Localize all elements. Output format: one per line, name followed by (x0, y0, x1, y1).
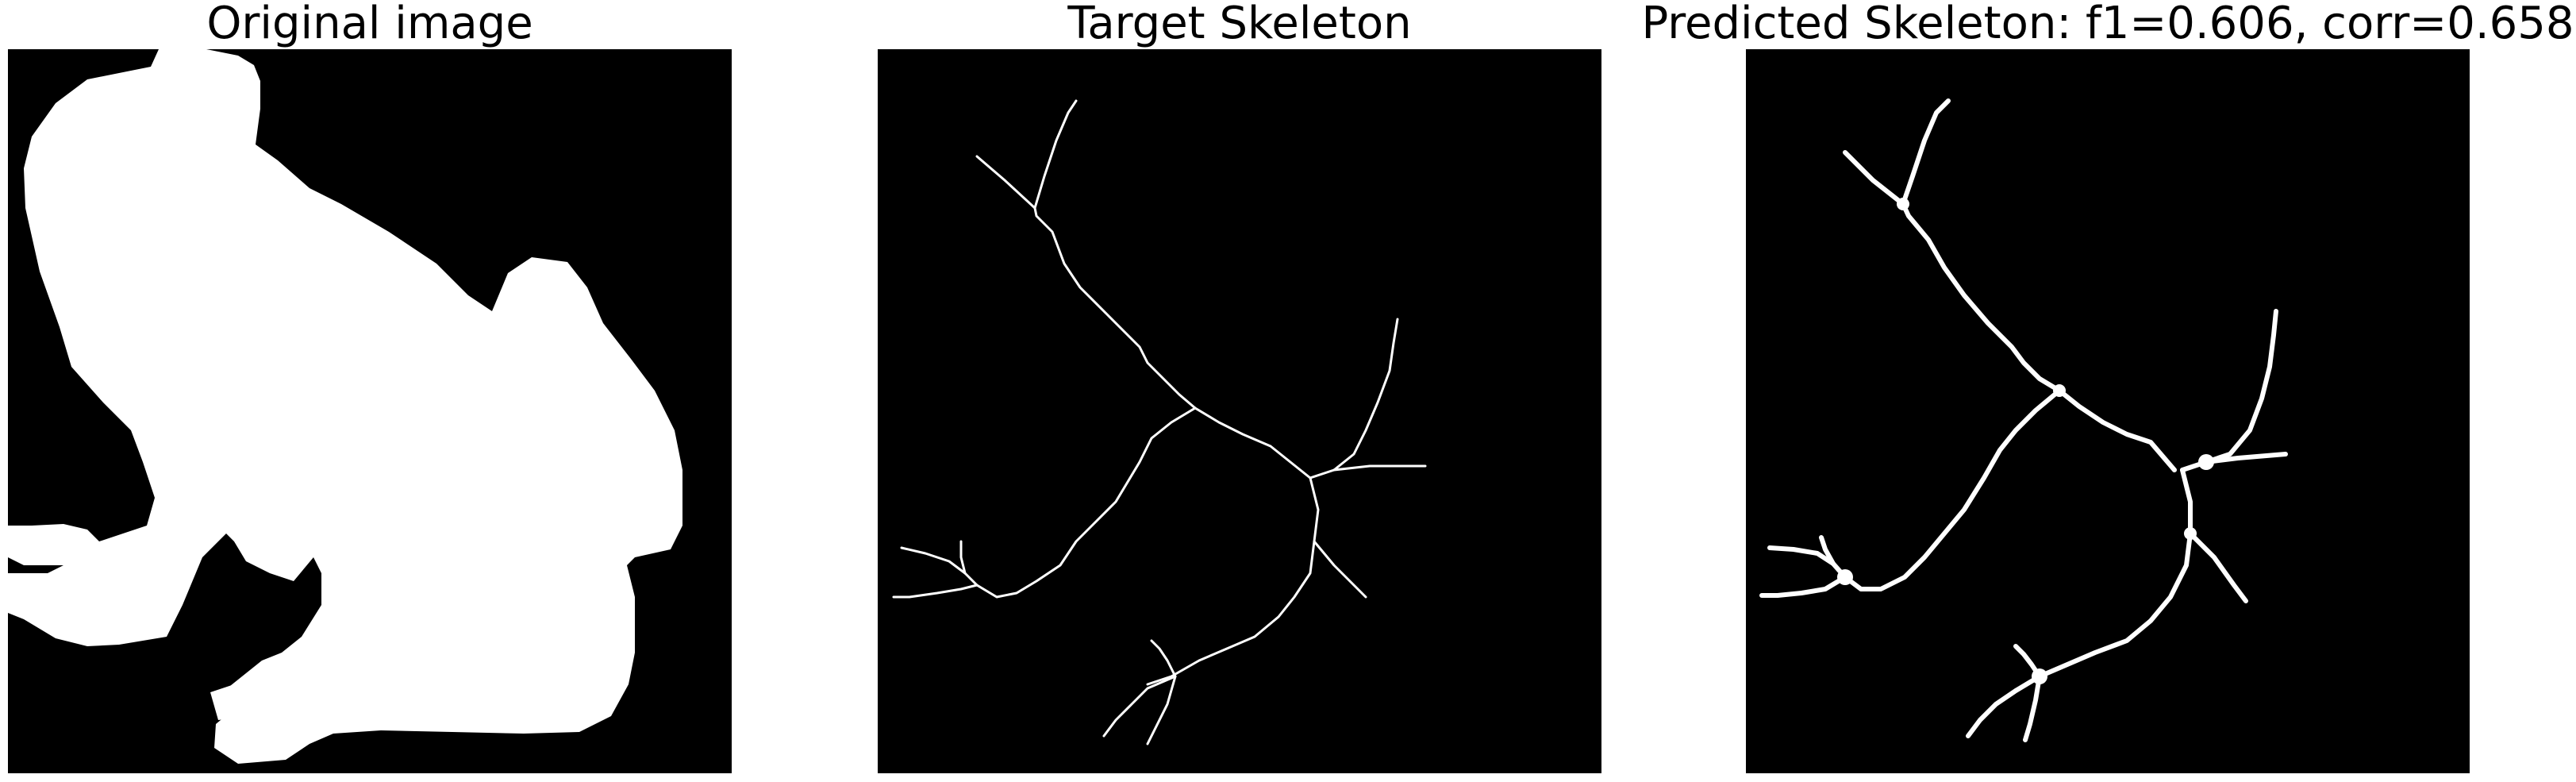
target-branch-left-stub (959, 540, 967, 575)
predicted-branch-left (1843, 388, 2062, 591)
predicted-branch-bottom (2023, 674, 2042, 742)
target-branch-left (975, 406, 1197, 599)
predicted-junction-right (2198, 454, 2214, 470)
target-branch-left-fork (900, 546, 978, 587)
predicted-branch-right-down (2188, 531, 2248, 603)
target-branch-right-mid (1332, 464, 1427, 472)
target-branch-right-down (1313, 540, 1367, 599)
predicted-junction-left (1837, 569, 1853, 585)
panel-title-predicted: Predicted Skeleton: f1=0.606, corr=0.658 (1641, 0, 2574, 49)
target-branch-bottom-left (1102, 675, 1177, 738)
predicted-branch-left-stub (1819, 535, 1836, 566)
target-branch-right-up (1309, 318, 1399, 480)
predicted-branch-down (2037, 468, 2193, 679)
target-branch-down (1146, 476, 1320, 686)
panel-title-target: Target Skeleton (1067, 0, 1412, 49)
predicted-branch-upper (1901, 98, 1951, 206)
target-skeleton (878, 49, 1601, 773)
frog-toe-lower (210, 680, 262, 720)
predicted-junction-bottom (2032, 668, 2047, 684)
predicted-branch-main (1843, 150, 2177, 472)
target-branch-bottom (1146, 675, 1177, 745)
panel-target: Target Skeleton (878, 0, 1601, 782)
target-branch-left-end (892, 584, 978, 599)
original-image (8, 49, 732, 773)
target-skeleton-image (878, 49, 1601, 773)
target-branch-main (975, 155, 1312, 480)
target-branch-upper (1033, 99, 1078, 210)
predicted-branch-left-fork (1767, 545, 1847, 580)
predicted-junction-mid (2184, 527, 2197, 540)
panel-predicted: Predicted Skeleton: f1=0.606, corr=0.658 (1641, 0, 2574, 782)
frog-silhouette (8, 49, 732, 773)
predicted-branch-left-end (1759, 575, 1847, 598)
predicted-junction-center (2053, 384, 2066, 397)
predicted-skeleton (1746, 49, 2470, 773)
panel-original: Original image (8, 0, 732, 782)
predicted-branch-right-mid (2204, 452, 2288, 464)
predicted-junction-upper (1897, 198, 1909, 210)
frog-body-silhouette (8, 49, 682, 764)
target-branch-bottom-stub (1150, 639, 1177, 678)
panel-title-original: Original image (206, 0, 533, 49)
predicted-branch-bottom-left (1966, 674, 2042, 738)
predicted-skeleton-image (1746, 49, 2470, 773)
